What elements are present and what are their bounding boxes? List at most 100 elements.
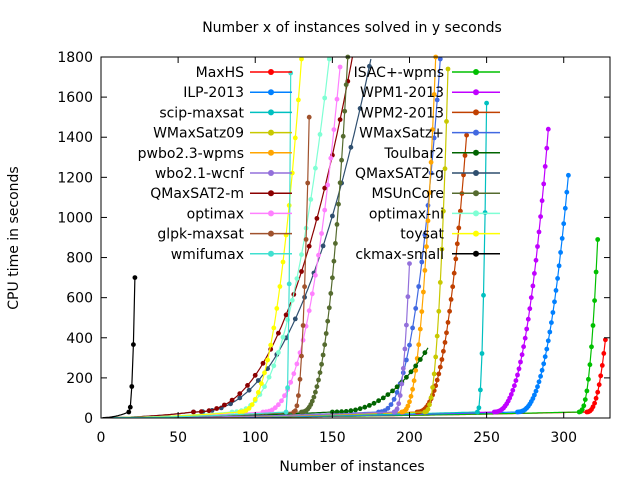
data-point bbox=[586, 376, 591, 382]
data-point bbox=[603, 337, 608, 343]
series-ilp-2013 bbox=[102, 172, 571, 419]
y-tick-label: 1600 bbox=[57, 90, 93, 106]
data-point bbox=[550, 310, 556, 315]
data-point bbox=[262, 384, 267, 390]
data-point bbox=[404, 357, 409, 363]
data-point bbox=[445, 66, 451, 72]
legend-marker bbox=[473, 230, 479, 237]
data-point bbox=[297, 376, 303, 382]
data-point bbox=[339, 157, 344, 163]
data-point bbox=[558, 250, 563, 255]
legend-marker bbox=[268, 89, 274, 96]
data-point bbox=[249, 402, 255, 407]
legend-item: MaxHS bbox=[196, 65, 292, 81]
data-point bbox=[442, 166, 448, 172]
data-point bbox=[390, 388, 395, 394]
x-tick-label: 0 bbox=[97, 430, 106, 446]
data-point bbox=[276, 330, 281, 336]
y-tick-label: 1000 bbox=[57, 210, 93, 226]
data-point bbox=[442, 340, 448, 345]
data-point bbox=[319, 361, 324, 367]
data-point bbox=[484, 100, 489, 106]
legend-marker bbox=[473, 109, 479, 116]
data-point bbox=[599, 363, 605, 368]
data-point bbox=[451, 270, 457, 276]
data-point bbox=[279, 398, 284, 404]
data-point bbox=[237, 395, 243, 401]
data-point bbox=[556, 263, 562, 269]
data-point bbox=[428, 395, 434, 400]
data-point bbox=[421, 289, 426, 295]
legend-item: ISAC+-wpms bbox=[354, 65, 500, 81]
data-point bbox=[454, 241, 460, 247]
data-point bbox=[334, 409, 340, 415]
legend-label: QMaxSAT2-g bbox=[355, 166, 444, 182]
data-point bbox=[277, 284, 283, 289]
data-point bbox=[206, 408, 212, 414]
data-point bbox=[422, 268, 428, 273]
legend-item: optimax-ni bbox=[369, 206, 500, 222]
data-point bbox=[294, 276, 300, 281]
legend-marker bbox=[473, 210, 479, 217]
legend-label: WMaxSatz+ bbox=[359, 126, 444, 142]
data-point bbox=[309, 291, 315, 297]
legend-item: QMaxSAT2-g bbox=[355, 166, 500, 182]
plot-frame bbox=[100, 56, 611, 419]
data-point bbox=[581, 403, 587, 409]
data-point bbox=[587, 362, 593, 368]
data-point bbox=[482, 210, 488, 216]
data-point bbox=[532, 271, 537, 276]
data-point bbox=[400, 366, 406, 371]
legend-label: optimax-ni bbox=[369, 206, 444, 222]
legend-label: WMaxSatz09 bbox=[153, 126, 244, 142]
y-tick-label: 1200 bbox=[57, 170, 93, 186]
data-point bbox=[237, 391, 243, 396]
data-point bbox=[538, 373, 543, 379]
data-point bbox=[340, 133, 346, 139]
data-point bbox=[532, 392, 537, 398]
legend-item: scip-maxsat bbox=[159, 105, 292, 121]
data-point bbox=[538, 214, 543, 220]
data-point bbox=[271, 325, 277, 331]
data-point bbox=[326, 56, 332, 62]
data-point bbox=[246, 387, 252, 393]
legend-label: MaxHS bbox=[196, 65, 244, 81]
data-point bbox=[476, 405, 482, 411]
data-point bbox=[306, 243, 312, 249]
data-point bbox=[450, 284, 456, 290]
data-point bbox=[584, 388, 590, 394]
data-point bbox=[320, 352, 326, 358]
legend-label: MSUnCore bbox=[372, 186, 445, 202]
data-point bbox=[337, 64, 343, 70]
data-point bbox=[411, 378, 417, 384]
data-point bbox=[422, 350, 428, 356]
data-point bbox=[131, 342, 136, 347]
data-point bbox=[545, 338, 551, 344]
data-point bbox=[542, 354, 548, 360]
legend-label: wmifumax bbox=[171, 247, 244, 263]
data-point bbox=[314, 216, 320, 221]
data-point bbox=[268, 342, 274, 348]
data-point bbox=[317, 132, 323, 137]
data-point bbox=[292, 408, 298, 414]
data-point bbox=[305, 180, 311, 186]
legend-marker bbox=[473, 170, 479, 176]
data-point bbox=[410, 386, 415, 392]
data-point bbox=[292, 135, 298, 141]
data-point bbox=[519, 352, 525, 358]
data-point bbox=[362, 404, 368, 410]
data-point bbox=[394, 390, 400, 395]
data-point bbox=[595, 389, 601, 395]
data-point bbox=[322, 207, 328, 213]
legend-label: optimax bbox=[187, 206, 244, 222]
data-point bbox=[357, 106, 363, 111]
data-point bbox=[316, 377, 321, 383]
data-point bbox=[434, 97, 440, 103]
data-point bbox=[286, 281, 292, 287]
data-point bbox=[330, 275, 335, 281]
legend-item: pwbo2.3-wpms bbox=[138, 146, 292, 162]
legend-label: QMaxSAT2-m bbox=[150, 186, 244, 202]
data-point bbox=[512, 383, 517, 389]
data-point bbox=[530, 283, 536, 289]
